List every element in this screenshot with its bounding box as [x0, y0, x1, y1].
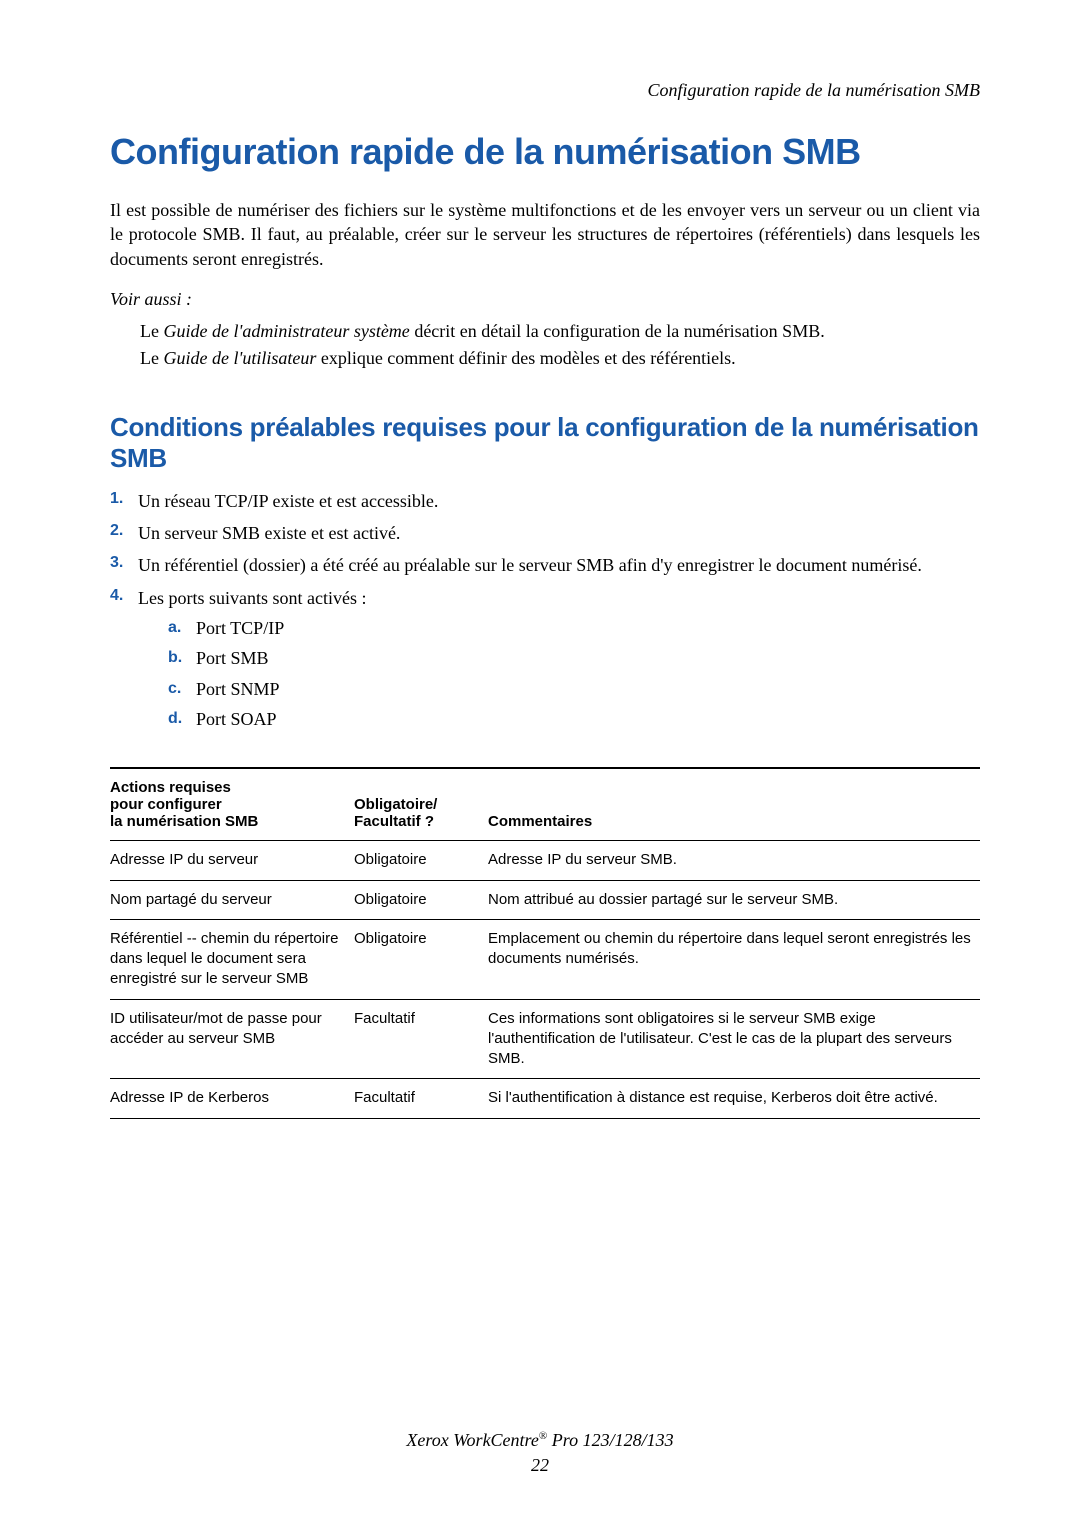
list-marker: b. — [168, 646, 196, 670]
table-cell: Adresse IP de Kerberos — [110, 1079, 354, 1118]
list-text: Un réseau TCP/IP existe et est accessibl… — [138, 489, 980, 513]
prerequisites-list: 1. Un réseau TCP/IP existe et est access… — [110, 489, 980, 737]
table-cell: Emplacement ou chemin du répertoire dans… — [488, 919, 980, 999]
list-marker: 1. — [110, 489, 138, 513]
list-item: 1. Un réseau TCP/IP existe et est access… — [110, 489, 980, 513]
table-header-row: Actions requises pour configurer la numé… — [110, 768, 980, 841]
page-title: Configuration rapide de la numérisation … — [110, 131, 980, 173]
table-row: Adresse IP de Kerberos Facultatif Si l'a… — [110, 1079, 980, 1118]
list-marker: d. — [168, 707, 196, 731]
list-text: Port SNMP — [196, 677, 980, 701]
list-marker: 2. — [110, 521, 138, 545]
list-item: a.Port TCP/IP — [168, 616, 980, 640]
table-cell: Nom attribué au dossier partagé sur le s… — [488, 880, 980, 919]
list-marker: 4. — [110, 586, 138, 737]
table-header-cell: Commentaires — [488, 768, 980, 841]
table-cell: Nom partagé du serveur — [110, 880, 354, 919]
list-item: 4. Les ports suivants sont activés : a.P… — [110, 586, 980, 737]
table-row: Référentiel -- chemin du répertoire dans… — [110, 919, 980, 999]
list-item: c.Port SNMP — [168, 677, 980, 701]
list-marker: 3. — [110, 553, 138, 577]
see-also-label: Voir aussi : — [110, 289, 980, 310]
table-cell: Obligatoire — [354, 919, 488, 999]
table-cell: Obligatoire — [354, 880, 488, 919]
list-text: Port TCP/IP — [196, 616, 980, 640]
list-marker: a. — [168, 616, 196, 640]
table-cell: Adresse IP du serveur SMB. — [488, 841, 980, 880]
registered-icon: ® — [539, 1430, 547, 1442]
footer-product-line: Xerox WorkCentre® Pro 123/128/133 — [0, 1428, 1080, 1453]
see-also-item: Le Guide de l'utilisateur explique comme… — [140, 345, 980, 372]
page-number: 22 — [0, 1453, 1080, 1478]
table-cell: Ces informations sont obligatoires si le… — [488, 999, 980, 1079]
table-cell: ID utilisateur/mot de passe pour accéder… — [110, 999, 354, 1079]
table-cell: Facultatif — [354, 1079, 488, 1118]
table-row: Adresse IP du serveur Obligatoire Adress… — [110, 841, 980, 880]
table-cell: Référentiel -- chemin du répertoire dans… — [110, 919, 354, 999]
list-item: d.Port SOAP — [168, 707, 980, 731]
list-item: 3. Un référentiel (dossier) a été créé a… — [110, 553, 980, 577]
table-cell: Adresse IP du serveur — [110, 841, 354, 880]
table-cell: Obligatoire — [354, 841, 488, 880]
actions-table: Actions requises pour configurer la numé… — [110, 767, 980, 1118]
list-item: 2. Un serveur SMB existe et est activé. — [110, 521, 980, 545]
table-cell: Facultatif — [354, 999, 488, 1079]
see-also-block: Le Guide de l'administrateur système déc… — [140, 318, 980, 372]
table-header-cell: Actions requises pour configurer la numé… — [110, 768, 354, 841]
running-header: Configuration rapide de la numérisation … — [110, 80, 980, 101]
table-row: Nom partagé du serveur Obligatoire Nom a… — [110, 880, 980, 919]
list-text: Un serveur SMB existe et est activé. — [138, 521, 980, 545]
section-heading-prereq: Conditions préalables requises pour la c… — [110, 412, 980, 474]
intro-paragraph: Il est possible de numériser des fichier… — [110, 198, 980, 271]
list-text: Port SMB — [196, 646, 980, 670]
table-header-cell: Obligatoire/ Facultatif ? — [354, 768, 488, 841]
table-row: ID utilisateur/mot de passe pour accéder… — [110, 999, 980, 1079]
list-text: Un référentiel (dossier) a été créé au p… — [138, 553, 980, 577]
list-marker: c. — [168, 677, 196, 701]
table-cell: Si l'authentification à distance est req… — [488, 1079, 980, 1118]
page-footer: Xerox WorkCentre® Pro 123/128/133 22 — [0, 1428, 1080, 1478]
list-text: Port SOAP — [196, 707, 980, 731]
ports-sublist: a.Port TCP/IP b.Port SMB c.Port SNMP d.P… — [168, 616, 980, 731]
see-also-item: Le Guide de l'administrateur système déc… — [140, 318, 980, 345]
list-item: b.Port SMB — [168, 646, 980, 670]
list-text: Les ports suivants sont activés : a.Port… — [138, 586, 980, 737]
